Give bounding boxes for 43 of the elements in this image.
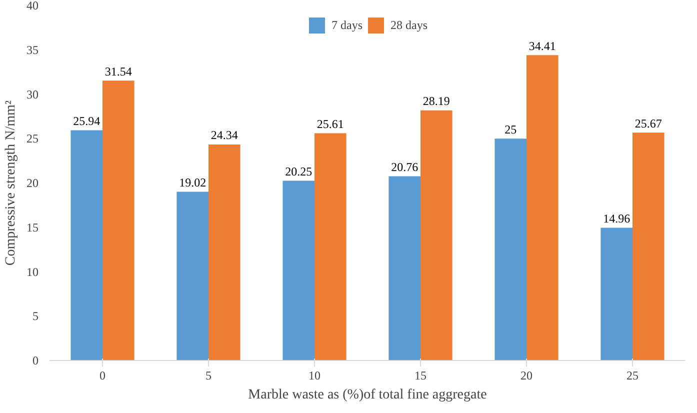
data-label: 31.54 — [104, 64, 132, 78]
y-tick-label: 5 — [32, 309, 38, 324]
bar — [208, 144, 240, 360]
x-tick-label: 20 — [520, 368, 532, 382]
data-label: 28.19 — [422, 94, 450, 108]
y-tick-label: 20 — [26, 176, 38, 190]
data-label: 25.61 — [316, 116, 344, 131]
data-label: 25 — [504, 122, 517, 136]
x-tick-label: 5 — [206, 368, 212, 382]
data-label: 24.34 — [210, 128, 238, 142]
x-axis-title: Marble waste as (%)of total fine aggregate — [248, 388, 487, 402]
x-tick-label: 25 — [626, 368, 638, 382]
bar — [420, 110, 452, 360]
y-tick-label: 40 — [26, 0, 38, 12]
legend-label: 7 days — [332, 18, 362, 32]
bar — [494, 138, 526, 360]
x-tick-label: 15 — [414, 368, 426, 382]
bar — [176, 192, 208, 360]
y-tick-label: 15 — [26, 220, 38, 234]
data-label: 20.25 — [285, 164, 312, 178]
bar — [314, 133, 346, 360]
y-tick-label: 0 — [32, 354, 38, 368]
data-label: 20.76 — [391, 160, 418, 174]
y-axis-title: Compressive strength N/mm² — [4, 100, 18, 266]
data-label: 34.41 — [528, 38, 556, 53]
y-tick-label: 35 — [26, 42, 38, 57]
data-label: 14.96 — [603, 211, 630, 226]
y-tick-label: 10 — [26, 264, 38, 279]
bar — [102, 80, 134, 360]
y-tick-label: 30 — [26, 87, 38, 102]
bar — [600, 228, 632, 360]
bar — [282, 180, 314, 360]
bar — [526, 55, 558, 360]
y-tick-label: 25 — [26, 132, 38, 146]
x-tick-label: 10 — [308, 368, 320, 382]
x-tick-label: 0 — [100, 368, 106, 382]
data-label: 25.67 — [634, 116, 662, 130]
legend-label: 28 days — [390, 18, 428, 32]
data-label: 19.02 — [179, 175, 206, 190]
bar — [632, 132, 664, 360]
bar — [70, 130, 102, 360]
data-label: 25.94 — [73, 114, 100, 128]
bar — [388, 176, 420, 360]
